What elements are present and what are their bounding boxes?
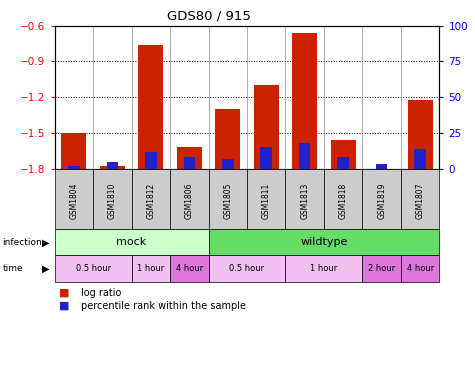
Text: GDS80 / 915: GDS80 / 915 xyxy=(167,9,251,22)
Text: GSM1812: GSM1812 xyxy=(146,183,155,219)
Bar xyxy=(68,166,80,169)
Text: ▶: ▶ xyxy=(42,237,49,247)
Text: ■: ■ xyxy=(59,288,70,298)
Text: log ratio: log ratio xyxy=(81,288,121,298)
Text: GSM1811: GSM1811 xyxy=(262,183,271,219)
Bar xyxy=(138,45,163,169)
Text: 2 hour: 2 hour xyxy=(368,264,395,273)
Text: 4 hour: 4 hour xyxy=(176,264,203,273)
Bar xyxy=(254,85,279,169)
Bar xyxy=(260,147,272,169)
Text: GSM1806: GSM1806 xyxy=(185,183,194,219)
Bar xyxy=(222,159,234,169)
Bar xyxy=(408,100,433,169)
Text: GSM1819: GSM1819 xyxy=(377,183,386,219)
Text: GSM1804: GSM1804 xyxy=(69,183,78,219)
Bar xyxy=(61,133,86,169)
Text: infection: infection xyxy=(2,238,42,247)
Text: 1 hour: 1 hour xyxy=(137,264,164,273)
Bar xyxy=(299,143,311,169)
Text: GSM1810: GSM1810 xyxy=(108,183,117,219)
Text: ■: ■ xyxy=(59,300,70,311)
Text: GSM1807: GSM1807 xyxy=(416,183,425,219)
Text: 4 hour: 4 hour xyxy=(407,264,434,273)
Bar xyxy=(376,164,388,169)
Bar xyxy=(100,166,125,169)
Text: GSM1818: GSM1818 xyxy=(339,183,348,219)
Bar xyxy=(177,147,202,169)
Bar xyxy=(145,152,157,169)
Bar xyxy=(292,33,317,169)
Text: 0.5 hour: 0.5 hour xyxy=(229,264,265,273)
Text: 1 hour: 1 hour xyxy=(310,264,338,273)
Bar xyxy=(183,157,195,169)
Text: GSM1813: GSM1813 xyxy=(300,183,309,219)
Text: wildtype: wildtype xyxy=(300,237,348,247)
Bar xyxy=(414,149,426,169)
Text: percentile rank within the sample: percentile rank within the sample xyxy=(81,300,246,311)
Bar xyxy=(215,109,240,169)
Bar xyxy=(106,161,118,169)
Bar xyxy=(331,140,356,169)
Text: mock: mock xyxy=(116,237,147,247)
Text: 0.5 hour: 0.5 hour xyxy=(76,264,111,273)
Text: time: time xyxy=(2,264,23,273)
Bar xyxy=(337,157,349,169)
Text: ▶: ▶ xyxy=(42,264,49,274)
Text: GSM1805: GSM1805 xyxy=(223,183,232,219)
